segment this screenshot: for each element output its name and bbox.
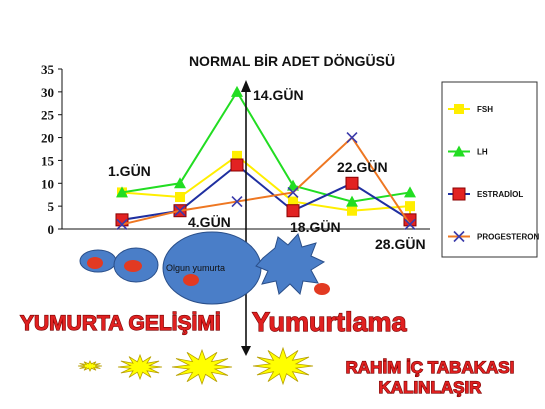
legend-entry-lh: LH bbox=[448, 145, 488, 157]
mature-egg bbox=[183, 274, 199, 286]
chart-legend: FSH LH ESTRADİOL PROGESTERON bbox=[441, 81, 539, 258]
series-progesteron bbox=[116, 132, 416, 230]
series-line bbox=[121, 89, 411, 203]
data-point bbox=[174, 177, 186, 189]
chart-title: NORMAL BİR ADET DÖNGÜSÜ bbox=[189, 53, 395, 69]
y-tick-label: 25 bbox=[41, 108, 55, 123]
egg-2 bbox=[124, 260, 142, 272]
legend-label: PROGESTERON bbox=[477, 233, 539, 242]
follicle-illustration: Olgun yumurta bbox=[79, 231, 330, 305]
data-point bbox=[175, 192, 185, 202]
series-lh bbox=[116, 85, 416, 207]
data-point bbox=[231, 196, 243, 208]
endometrium-star bbox=[252, 346, 314, 386]
y-tick-label: 30 bbox=[41, 85, 54, 100]
data-point bbox=[347, 205, 357, 216]
chart-axes: 0 5 10 15 20 25 30 35 bbox=[41, 62, 430, 237]
data-point bbox=[288, 196, 298, 207]
legend-entry-progesteron: PROGESTERON bbox=[448, 230, 539, 243]
endometrium-star bbox=[77, 360, 103, 372]
endometrium-star bbox=[117, 353, 163, 381]
y-tick-label: 0 bbox=[48, 222, 55, 237]
day-label-14: 14.GÜN bbox=[253, 87, 304, 103]
day-label-4: 4.GÜN bbox=[188, 214, 231, 230]
y-tick-label: 10 bbox=[41, 176, 54, 191]
y-tick-label: 20 bbox=[41, 131, 54, 146]
data-point bbox=[453, 145, 465, 157]
legend-label: FSH bbox=[477, 105, 493, 114]
data-point bbox=[452, 187, 466, 201]
data-point bbox=[230, 158, 244, 172]
data-point bbox=[116, 186, 128, 198]
data-point bbox=[345, 176, 359, 190]
data-point bbox=[287, 179, 299, 191]
data-point bbox=[454, 104, 464, 114]
legend-label: ESTRADİOL bbox=[477, 190, 523, 199]
y-tick-label: 5 bbox=[48, 199, 55, 214]
endometrium-label-line1: RAHİM İÇ TABAKASI bbox=[346, 358, 515, 377]
mature-egg-label: Olgun yumurta bbox=[166, 263, 225, 273]
data-point bbox=[174, 205, 186, 217]
endometrium-star bbox=[171, 348, 233, 386]
data-point bbox=[403, 213, 417, 227]
endometrium-stars bbox=[77, 346, 314, 386]
endometrium-label-line2: KALINLAŞIR bbox=[379, 378, 482, 397]
egg-1 bbox=[87, 257, 103, 269]
data-point bbox=[404, 186, 416, 198]
day-label-28: 28.GÜN bbox=[375, 236, 426, 252]
legend-entry-estradi̇ol: ESTRADİOL bbox=[448, 187, 523, 201]
legend-label: LH bbox=[477, 148, 488, 157]
ovulation-arrow bbox=[241, 80, 251, 356]
data-point bbox=[287, 186, 299, 198]
y-tick-label: 15 bbox=[41, 153, 55, 168]
released-egg bbox=[314, 283, 330, 295]
ruptured-follicle-burst bbox=[255, 233, 326, 295]
day-label-1: 1.GÜN bbox=[108, 163, 151, 179]
series-line bbox=[121, 136, 411, 226]
data-point bbox=[346, 132, 358, 144]
data-point bbox=[346, 195, 358, 207]
day-label-22: 22.GÜN bbox=[337, 159, 388, 175]
data-point bbox=[405, 201, 415, 212]
data-point bbox=[453, 230, 465, 243]
legend-entry-fsh: FSH bbox=[448, 104, 493, 114]
day-label-18: 18.GÜN bbox=[290, 219, 341, 235]
phase-label-follicular: YUMURTA GELİŞİMİ bbox=[20, 312, 221, 335]
chart-series bbox=[115, 85, 417, 230]
data-point bbox=[286, 204, 300, 218]
data-point bbox=[231, 85, 243, 97]
y-tick-label: 35 bbox=[41, 62, 55, 77]
data-point bbox=[404, 218, 416, 230]
data-point bbox=[116, 218, 128, 230]
data-point bbox=[232, 150, 242, 161]
phase-label-ovulation: Yumurtlama bbox=[252, 307, 408, 337]
